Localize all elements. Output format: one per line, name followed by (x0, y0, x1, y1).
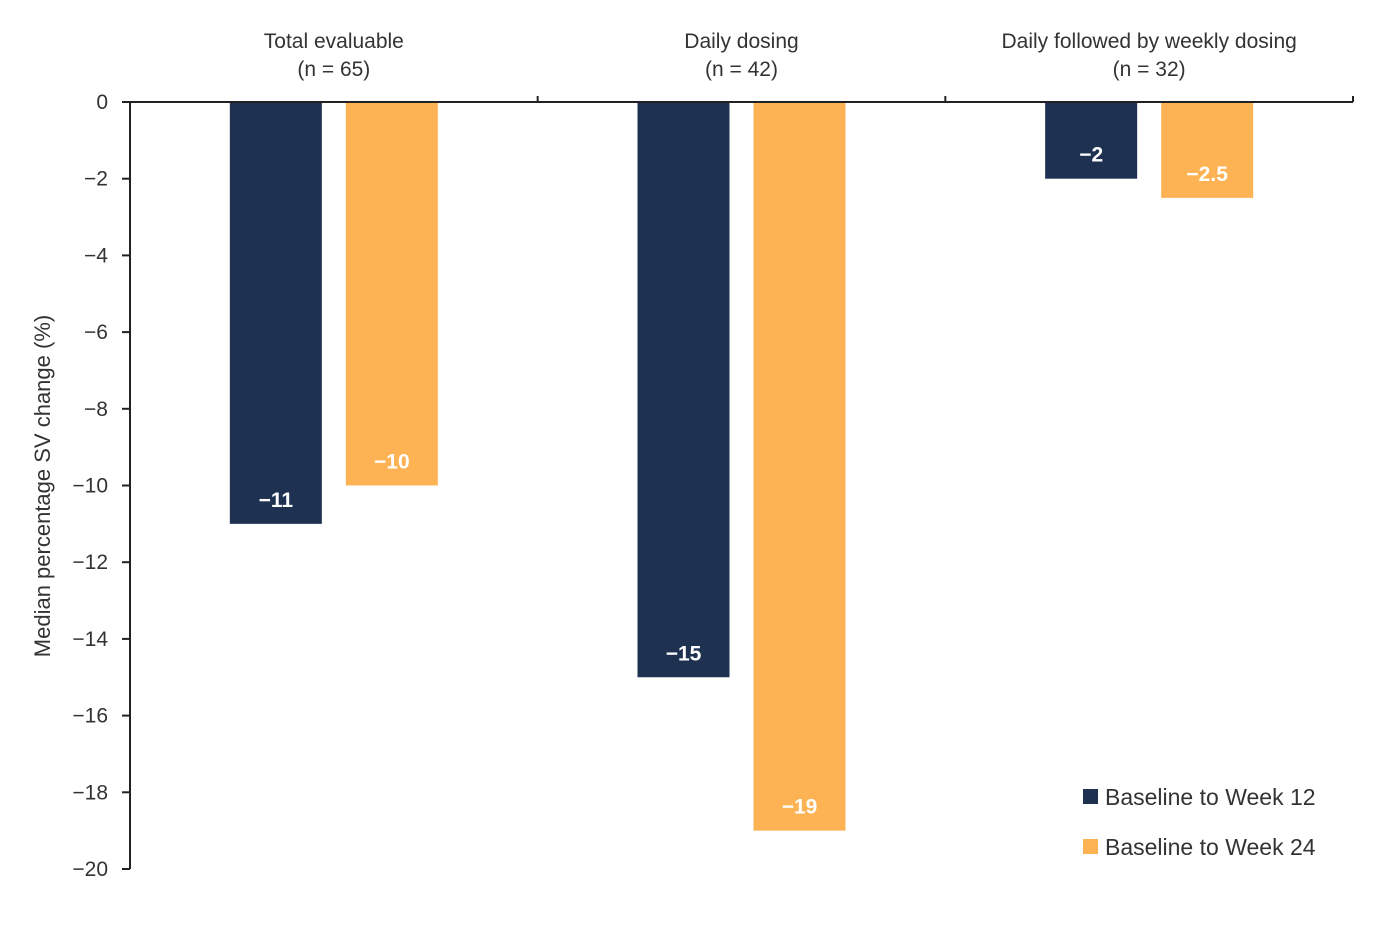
bar (753, 102, 846, 831)
category-n-label: (n = 42) (705, 58, 778, 81)
category-label: Total evaluable (264, 30, 404, 53)
bars-group (229, 102, 1254, 831)
category-n-label: (n = 65) (297, 58, 370, 81)
legend-swatch (1083, 789, 1098, 804)
category-axis: Total evaluable (n = 65) Daily dosing (n = … (130, 30, 1354, 103)
bar-value-label: −2.5 (1186, 163, 1228, 186)
bar-value-label: −19 (782, 796, 818, 819)
bar (345, 102, 438, 486)
y-tick-label: −2 (84, 168, 108, 191)
data-labels-group: −11 −15 −2 −10 −19 −2.5 (259, 144, 1229, 819)
bar (1161, 102, 1254, 198)
category-label: Daily dosing (684, 30, 798, 53)
y-tick-label: −18 (72, 781, 108, 804)
y-tick-label: −6 (84, 321, 108, 344)
legend-entry-label: Baseline to Week 24 (1105, 834, 1316, 860)
legend-swatch (1083, 839, 1098, 854)
y-tick-label: −10 (72, 475, 108, 498)
y-tick-label: −14 (72, 628, 108, 651)
legend: Baseline to Week 12 Baseline to Week 24 (1083, 784, 1316, 860)
bar-value-label: −11 (259, 489, 294, 512)
y-tick-label: −16 (72, 705, 108, 728)
y-tick-label: −12 (72, 551, 108, 574)
y-tick-label: −20 (72, 858, 108, 881)
y-axis-label: Median percentage SV change (%) (30, 315, 55, 657)
bar (229, 102, 322, 524)
y-tick-label: 0 (96, 91, 108, 114)
bar-value-label: −10 (374, 451, 410, 474)
bar (637, 102, 730, 678)
y-tick-label: −8 (84, 398, 108, 421)
bar-value-label: −15 (666, 642, 702, 665)
y-tick-label: −4 (84, 244, 108, 267)
y-axis: 0 −2 −4 −6 −8 −10 −12 −14 −16 −18 −20 (72, 91, 131, 881)
category-n-label: (n = 32) (1113, 58, 1186, 81)
category-label: Daily followed by weekly dosing (1002, 30, 1297, 53)
legend-entry-label: Baseline to Week 12 (1105, 784, 1316, 810)
bar (1045, 102, 1138, 179)
bar-value-label: −2 (1079, 144, 1103, 167)
